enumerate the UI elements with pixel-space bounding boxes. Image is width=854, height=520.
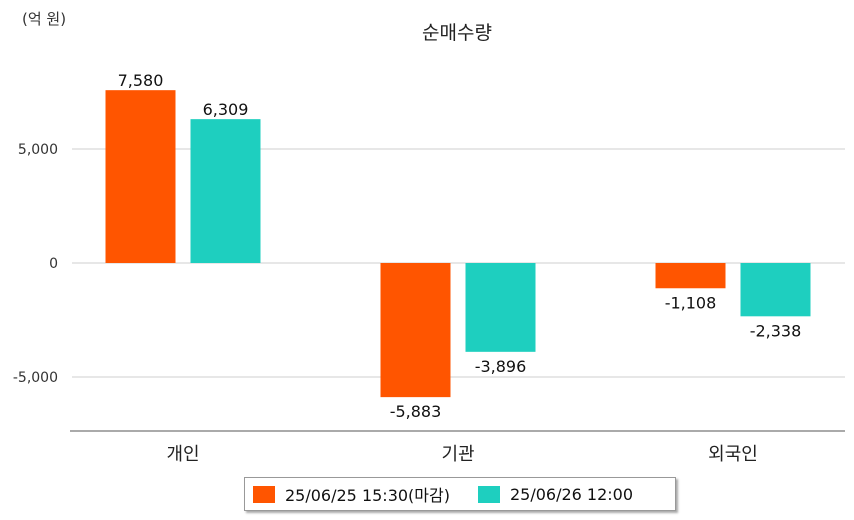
legend: 25/06/25 15:30(마감) 25/06/26 12:00 [244,477,676,511]
data-label: -3,896 [475,357,527,376]
legend-swatch-series-2 [477,485,500,503]
legend-label-series-2: 25/06/26 12:00 [509,484,634,504]
y-tick-label: 5,000 [18,142,58,158]
y-tick-label: -5,000 [13,370,58,386]
data-label: -5,883 [390,402,442,421]
data-label: -2,338 [750,321,802,340]
bar-series-2-3 [740,263,811,317]
unit-label: (억 원) [22,10,67,28]
data-label: -1,108 [665,293,717,312]
legend-swatch-series-1 [253,485,275,503]
x-tick-label: 기관 [441,444,474,465]
legend-item-series-1[interactable]: 25/06/25 15:30(마감) [253,482,450,506]
x-tick-label: 개인 [166,444,199,465]
bar-series-1-1 [105,90,176,264]
data-label: 7,580 [118,71,164,90]
bar-series-2-2 [465,263,536,352]
y-tick-label: 0 [49,256,58,272]
bar-series-1-2 [380,263,451,398]
data-label: 6,309 [203,100,249,119]
bar-chart: 5,000 0 -5,000 7,580 6,309 개인 -5,883 -3,896 기관 -1… [13,71,845,465]
x-tick-label: 외국인 [708,444,758,465]
bar-series-1-3 [655,263,726,289]
bar-series-2-1 [190,119,261,263]
legend-label-series-1: 25/06/25 15:30(마감) [285,486,450,505]
chart-title: 순매수량 [422,22,492,44]
legend-item-series-2[interactable]: 25/06/26 12:00 [477,484,634,504]
